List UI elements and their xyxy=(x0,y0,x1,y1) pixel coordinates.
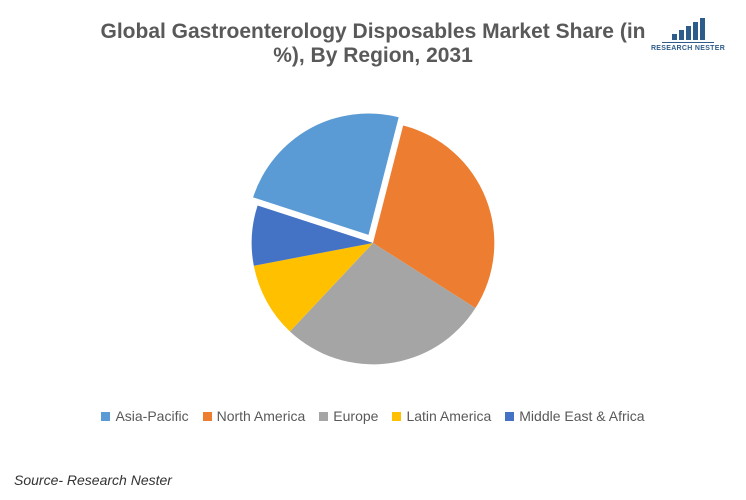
logo-bar xyxy=(700,18,705,40)
legend-label: Europe xyxy=(333,408,378,424)
logo-bar xyxy=(686,26,691,40)
legend-label: North America xyxy=(217,408,306,424)
logo-bar xyxy=(672,34,677,40)
logo-bars xyxy=(672,18,705,40)
legend-item: Europe xyxy=(319,408,378,424)
source-text: Source- Research Nester xyxy=(14,472,172,488)
pie-chart xyxy=(233,103,513,383)
logo-line xyxy=(662,42,714,43)
chart-container: RESEARCH NESTER Global Gastroenterology … xyxy=(0,0,746,500)
legend-marker xyxy=(392,412,401,421)
logo-bar xyxy=(693,22,698,40)
pie-area xyxy=(20,88,726,398)
legend-label: Asia-Pacific xyxy=(115,408,188,424)
legend-label: Middle East & Africa xyxy=(519,408,644,424)
legend-label: Latin America xyxy=(406,408,491,424)
legend-item: Latin America xyxy=(392,408,491,424)
logo: RESEARCH NESTER xyxy=(648,18,728,60)
logo-text: RESEARCH NESTER xyxy=(651,45,725,53)
legend-marker xyxy=(319,412,328,421)
legend: Asia-Pacific North America Europe Latin Ame… xyxy=(20,408,726,424)
legend-item: Middle East & Africa xyxy=(505,408,644,424)
chart-title: Global Gastroenterology Disposables Mark… xyxy=(93,20,653,68)
logo-bar xyxy=(679,30,684,40)
legend-item: Asia-Pacific xyxy=(101,408,188,424)
legend-marker xyxy=(505,412,514,421)
legend-item: North America xyxy=(203,408,306,424)
legend-marker xyxy=(101,412,110,421)
legend-marker xyxy=(203,412,212,421)
